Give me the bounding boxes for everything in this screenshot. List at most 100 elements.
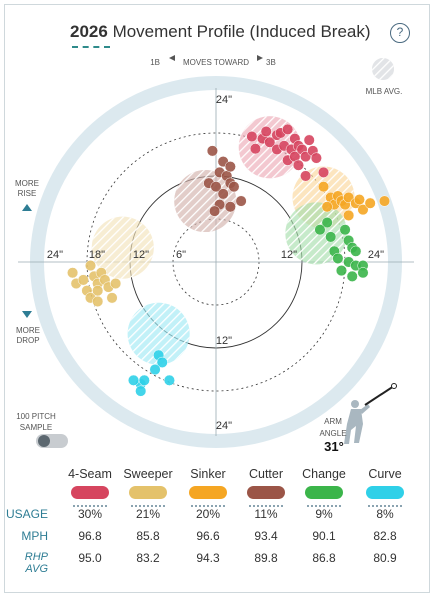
pitcher-figure-icon [344, 400, 370, 444]
pitch-point-4seam [260, 125, 272, 138]
pitch-point-change [339, 224, 351, 236]
pitch-point-change [346, 270, 358, 282]
tick-left-24: 24" [47, 249, 63, 261]
arm-angle-value: 31° [324, 439, 344, 454]
pitch-point-change [335, 265, 348, 277]
year-underline [72, 46, 110, 48]
arrow-up-icon [22, 204, 32, 211]
row-label-rhp-avg: RHP AVG [24, 551, 48, 575]
pitch-point-sweeper [92, 295, 104, 307]
pitch-point-sweeper [84, 260, 97, 272]
pitch-name-curve: Curve [368, 467, 402, 481]
tick-left-18: 18" [89, 249, 105, 261]
arm-angle-line [364, 385, 395, 406]
pill-sinker[interactable] [189, 486, 227, 499]
pitch-point-sinker [378, 195, 391, 207]
pitch-point-sinker [353, 194, 365, 206]
rhp-avg-cell: 89.8 [254, 551, 278, 565]
sample-toggle[interactable] [36, 434, 68, 448]
pitch-point-4seam [303, 134, 315, 146]
rhp-avg-cell: 95.0 [78, 551, 102, 565]
arrow-right-icon [257, 55, 263, 61]
mph-cell: 93.4 [254, 529, 278, 543]
usage-underline [191, 505, 225, 507]
tick-bottom-24: 24" [216, 420, 232, 432]
pitch-point-4seam [246, 130, 258, 143]
pitch-point-change [332, 252, 344, 264]
pill-4seam[interactable] [71, 486, 109, 499]
pitch-point-cutter [217, 188, 229, 200]
pitch-point-4seam [282, 123, 294, 135]
pitch-name-sinker: Sinker [190, 467, 226, 481]
tick-top-24: 24" [216, 94, 232, 106]
pill-change[interactable] [305, 486, 343, 499]
pitch-point-sweeper [67, 267, 79, 279]
more-drop-line2: DROP [16, 336, 39, 345]
nav-right-label: 3B [266, 58, 276, 67]
pitch-name-4seam: 4-Seam [68, 467, 112, 481]
pitch-point-change [325, 231, 337, 243]
pill-cutter[interactable] [247, 486, 285, 499]
usage-cell: 20% [195, 507, 221, 521]
pill-curve[interactable] [366, 486, 404, 499]
tick-left-6: 6" [176, 249, 186, 261]
tick-right-12: 12" [281, 249, 297, 261]
pitch-point-cutter [209, 205, 221, 217]
help-icon[interactable]: ? [390, 23, 410, 43]
pitch-point-4seam [300, 170, 312, 182]
usage-cell: 11% [254, 507, 278, 521]
pitch-point-4seam [318, 166, 330, 178]
mlb-avg-hatch-curve [127, 302, 190, 365]
mph-cell: 85.8 [136, 529, 160, 543]
pitch-point-curve [156, 356, 168, 368]
pitch-point-sinker [364, 197, 376, 209]
pitch-point-curve [138, 374, 150, 386]
more-rise-line1: MORE [15, 179, 39, 188]
pitch-point-cutter [235, 195, 247, 207]
usage-cell: 8% [376, 507, 394, 521]
pitch-point-sinker [357, 204, 369, 216]
pitch-point-change [357, 267, 369, 279]
title-label: Movement Profile (Induced Break) [112, 22, 371, 41]
rhp-avg-cell: 94.3 [196, 551, 220, 565]
usage-underline [131, 505, 165, 507]
pitch-point-curve [127, 374, 140, 386]
pitch-name-cutter: Cutter [248, 467, 284, 481]
pill-sweeper[interactable] [129, 486, 167, 499]
pitch-name-sweeper: Sweeper [123, 467, 173, 481]
pitch-point-curve [135, 385, 147, 397]
arrow-left-icon [169, 55, 175, 61]
pitch-point-sweeper [106, 292, 118, 304]
pitch-point-sinker [318, 181, 330, 193]
mph-cell: 90.1 [312, 529, 336, 543]
mph-cell: 96.6 [196, 529, 220, 543]
usage-underline [307, 505, 341, 507]
mlb-avg-label: MLB AVG. [366, 87, 403, 96]
pitch-point-cutter [210, 181, 222, 193]
usage-underline [73, 505, 107, 507]
rhp-avg-cell: 83.2 [136, 551, 160, 565]
rhp-avg-cell: 80.9 [373, 551, 397, 565]
year-label: 2026 [70, 22, 108, 41]
pitch-name-change: Change [302, 467, 346, 481]
tick-bottom-12: 12" [216, 335, 232, 347]
usage-cell: 30% [77, 507, 103, 521]
more-rise-line2: RISE [18, 189, 37, 198]
pitch-point-4seam [310, 152, 322, 164]
arm-label-line1: ARM [324, 417, 342, 426]
usage-cell: 9% [315, 507, 333, 521]
pitch-point-curve [149, 364, 161, 376]
mlb-avg-swatch-hatch [372, 58, 394, 80]
nav-center-label: MOVES TOWARD [183, 58, 249, 67]
usage-cell: 21% [135, 507, 161, 521]
row-label-mph: MPH [21, 529, 48, 543]
pitch-point-change [314, 224, 326, 236]
mph-cell: 82.8 [373, 529, 397, 543]
rhp-avg-cell: 86.8 [312, 551, 336, 565]
pitch-point-change [321, 217, 333, 229]
pitch-point-layer [67, 123, 391, 397]
pitch-point-sinker [321, 201, 333, 213]
tick-left-12: 12" [133, 249, 149, 261]
pitch-point-sweeper [92, 285, 104, 297]
sample-label-line2: SAMPLE [20, 423, 52, 432]
